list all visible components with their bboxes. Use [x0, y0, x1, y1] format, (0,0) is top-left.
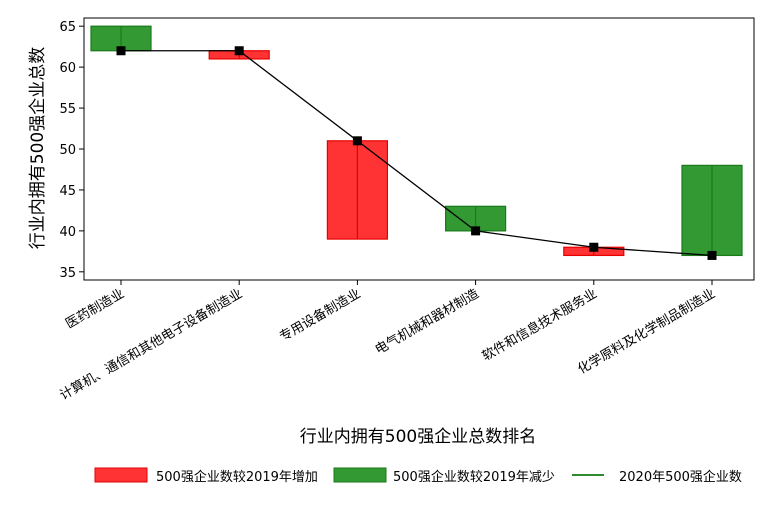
y-tick-label: 40 [59, 225, 76, 240]
data-point [471, 226, 481, 236]
y-tick-label: 35 [59, 266, 76, 281]
data-point [707, 250, 717, 260]
x-tick-label: 计算机、通信和其他电子设备制造业 [57, 286, 245, 404]
y-tick-label: 60 [59, 61, 76, 76]
x-tick-label: 软件和信息技术服务业 [479, 286, 600, 365]
data-point [589, 242, 599, 252]
plot-frame-layer [83, 17, 755, 281]
legend-label-decrease: 500强企业数较2019年减少 [393, 469, 555, 485]
x-tick-label: 医药制造业 [63, 286, 127, 331]
legend-label-increase: 500强企业数较2019年增加 [156, 469, 318, 485]
data-point [234, 46, 244, 56]
x-tick-label: 专用设备制造业 [277, 286, 364, 345]
x-axis-label: 行业内拥有500强企业总数排名 [300, 427, 536, 447]
y-axis: 35 40 45 50 55 60 65 [59, 20, 84, 281]
y-tick-label: 65 [59, 20, 76, 35]
y-tick-label: 55 [59, 102, 76, 117]
legend-swatch-decrease [333, 467, 387, 483]
x-tick-label: 电气机械和器材制造 [372, 286, 481, 358]
data-point [116, 46, 126, 56]
y-tick-label: 50 [59, 143, 76, 158]
plot-frame [83, 17, 755, 281]
y-tick-label: 45 [59, 184, 76, 199]
legend-swatch-increase [94, 467, 148, 483]
legend-label-line: 2020年500强企业数 [619, 469, 742, 485]
series-line [121, 50, 713, 257]
bars-layer [90, 25, 743, 257]
y-axis-label: 行业内拥有500强企业总数 [28, 47, 48, 249]
line-layer [116, 46, 717, 260]
legend: 500强企业数较2019年增加 500强企业数较2019年减少 2020年500… [94, 467, 742, 485]
data-point [352, 136, 362, 146]
